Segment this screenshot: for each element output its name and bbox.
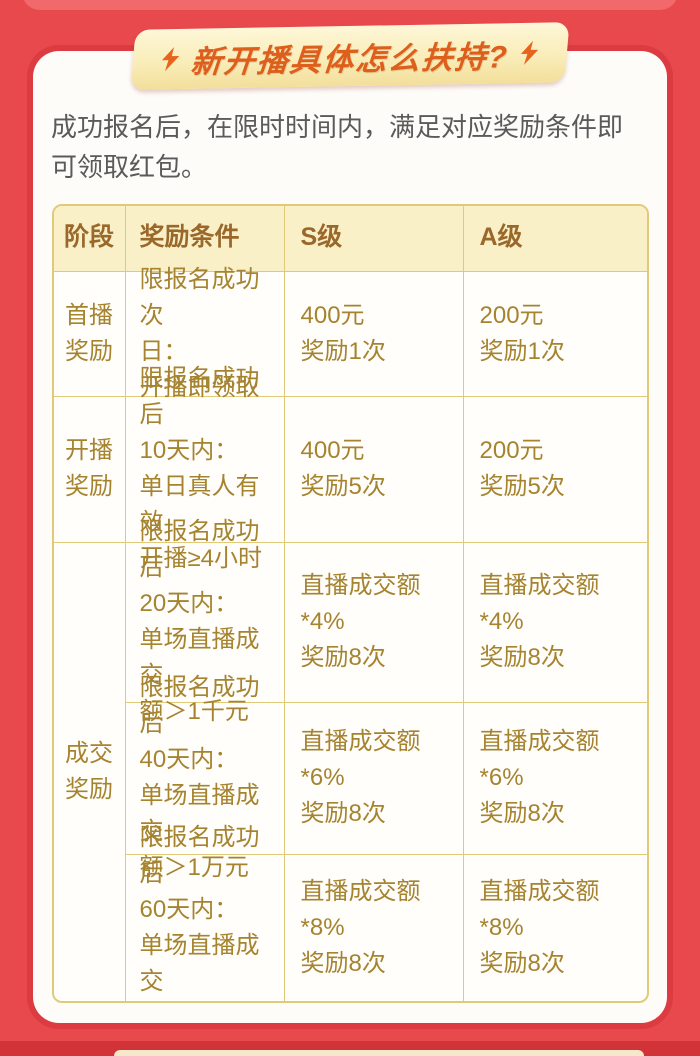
a-level-cell: 直播成交额*6% 奖励8次 <box>463 703 647 855</box>
lightning-icon <box>520 40 539 65</box>
column-header-s-level: S级 <box>284 205 464 272</box>
stage-cell-first-broadcast: 首播 奖励 <box>53 271 126 397</box>
a-level-cell: 直播成交额*4% 奖励8次 <box>463 543 647 703</box>
stage-cell-transaction: 成交 奖励 <box>54 542 126 1001</box>
reward-table: 阶段 奖励条件 S级 A级 首播 奖励 限报名成功次 日： 开播即领取 400元… <box>51 203 649 1003</box>
a-level-cell: 直播成交额*8% 奖励8次 <box>479 877 600 977</box>
column-header-a-level: A级 <box>463 205 647 272</box>
content-card: 成功报名后，在限时时间内，满足对应奖励条件即 可领取红包。 阶段 奖励条件 S级… <box>33 51 667 1023</box>
s-level-cell: 直播成交额*6% 奖励8次 <box>284 702 464 855</box>
intro-text: 成功报名后，在限时时间内，满足对应奖励条件即 可领取红包。 <box>51 112 624 183</box>
s-level-cell: 直播成交额*8% 奖励8次 <box>285 854 464 1001</box>
s-level-cell: 直播成交额*4% 奖励8次 <box>284 542 464 703</box>
next-section-band <box>0 1041 700 1056</box>
s-level-cell: 400元 奖励5次 <box>284 396 464 543</box>
page-title: 新开播具体怎么扶持? <box>189 38 511 80</box>
previous-section-edge <box>22 0 678 10</box>
a-level-cell: 200元 奖励1次 <box>463 272 647 397</box>
condition-cell: 限报名成功后 60天内： 单场直播成交 额＞10万元 <box>126 824 285 1001</box>
a-level-cell: 200元 奖励5次 <box>463 397 647 543</box>
next-section-banner-edge <box>114 1050 644 1056</box>
condition-cell: 限报名成功次 日： 开播即领取 <box>125 266 285 401</box>
card-outline: 成功报名后，在限时时间内，满足对应奖励条件即 可领取红包。 阶段 奖励条件 S级… <box>27 45 673 1029</box>
lightning-icon <box>161 47 180 72</box>
stage-cell-broadcast: 开播 奖励 <box>53 396 126 543</box>
column-header-stage: 阶段 <box>53 205 126 272</box>
title-banner: 新开播具体怎么扶持? <box>130 22 570 90</box>
s-level-cell: 400元 奖励1次 <box>284 271 464 397</box>
column-header-condition: 奖励条件 <box>125 205 285 272</box>
